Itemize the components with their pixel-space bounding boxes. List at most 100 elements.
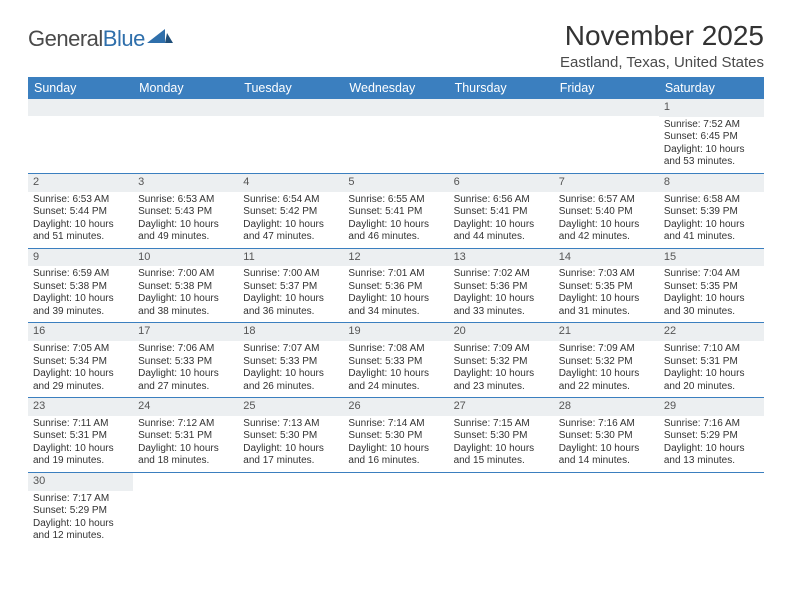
sunrise: Sunrise: 7:12 AM xyxy=(138,418,233,431)
day-cell xyxy=(238,473,343,547)
day-cell xyxy=(343,473,448,547)
day-number: 23 xyxy=(28,398,133,416)
day-cell: 11Sunrise: 7:00 AMSunset: 5:37 PMDayligh… xyxy=(238,249,343,323)
logo-text: GeneralBlue xyxy=(28,26,145,52)
daylight-line2: and 47 minutes. xyxy=(243,231,338,244)
daylight-line2: and 42 minutes. xyxy=(559,231,654,244)
page: GeneralBlue November 2025 Eastland, Texa… xyxy=(0,0,792,567)
week-row: 2Sunrise: 6:53 AMSunset: 5:44 PMDaylight… xyxy=(28,174,764,249)
sunrise: Sunrise: 7:07 AM xyxy=(243,343,338,356)
day-number: 7 xyxy=(554,174,659,192)
sunset: Sunset: 5:33 PM xyxy=(138,356,233,369)
day-cell xyxy=(28,99,133,173)
weekday-header: Saturday xyxy=(659,77,764,99)
daylight-line2: and 23 minutes. xyxy=(454,381,549,394)
day-body: Sunrise: 7:05 AMSunset: 5:34 PMDaylight:… xyxy=(28,341,133,397)
daylight-line1: Daylight: 10 hours xyxy=(664,443,759,456)
sunset: Sunset: 5:38 PM xyxy=(138,281,233,294)
day-cell: 30Sunrise: 7:17 AMSunset: 5:29 PMDayligh… xyxy=(28,473,133,547)
sunset: Sunset: 5:32 PM xyxy=(559,356,654,369)
day-number: 17 xyxy=(133,323,238,341)
sunrise: Sunrise: 7:16 AM xyxy=(559,418,654,431)
daylight-line2: and 31 minutes. xyxy=(559,306,654,319)
daylight-line2: and 41 minutes. xyxy=(664,231,759,244)
sunset: Sunset: 5:41 PM xyxy=(454,206,549,219)
day-number: 8 xyxy=(659,174,764,192)
sunrise: Sunrise: 7:16 AM xyxy=(664,418,759,431)
daylight-line2: and 19 minutes. xyxy=(33,455,128,468)
sunset: Sunset: 5:30 PM xyxy=(243,430,338,443)
sunset: Sunset: 5:30 PM xyxy=(454,430,549,443)
day-cell: 4Sunrise: 6:54 AMSunset: 5:42 PMDaylight… xyxy=(238,174,343,248)
sunrise: Sunrise: 7:06 AM xyxy=(138,343,233,356)
daylight-line1: Daylight: 10 hours xyxy=(243,443,338,456)
sunrise: Sunrise: 7:04 AM xyxy=(664,268,759,281)
daylight-line2: and 12 minutes. xyxy=(33,530,128,543)
day-cell xyxy=(659,473,764,547)
sunrise: Sunrise: 6:54 AM xyxy=(243,194,338,207)
day-body: Sunrise: 7:15 AMSunset: 5:30 PMDaylight:… xyxy=(449,416,554,472)
calendar: Sunday Monday Tuesday Wednesday Thursday… xyxy=(28,77,764,547)
weekday-header: Tuesday xyxy=(238,77,343,99)
sunrise: Sunrise: 7:05 AM xyxy=(33,343,128,356)
day-number: 15 xyxy=(659,249,764,267)
day-cell: 25Sunrise: 7:13 AMSunset: 5:30 PMDayligh… xyxy=(238,398,343,472)
day-number: 12 xyxy=(343,249,448,267)
daylight-line1: Daylight: 10 hours xyxy=(348,368,443,381)
sunrise: Sunrise: 7:03 AM xyxy=(559,268,654,281)
logo: GeneralBlue xyxy=(28,20,173,52)
day-cell: 18Sunrise: 7:07 AMSunset: 5:33 PMDayligh… xyxy=(238,323,343,397)
day-number: 22 xyxy=(659,323,764,341)
daylight-line1: Daylight: 10 hours xyxy=(33,293,128,306)
sunrise: Sunrise: 6:53 AM xyxy=(33,194,128,207)
sunrise: Sunrise: 7:00 AM xyxy=(243,268,338,281)
sunset: Sunset: 5:43 PM xyxy=(138,206,233,219)
day-number: 20 xyxy=(449,323,554,341)
day-cell xyxy=(343,99,448,173)
daylight-line1: Daylight: 10 hours xyxy=(138,293,233,306)
sunset: Sunset: 5:39 PM xyxy=(664,206,759,219)
day-number: 19 xyxy=(343,323,448,341)
day-cell: 26Sunrise: 7:14 AMSunset: 5:30 PMDayligh… xyxy=(343,398,448,472)
day-cell: 9Sunrise: 6:59 AMSunset: 5:38 PMDaylight… xyxy=(28,249,133,323)
sunset: Sunset: 5:40 PM xyxy=(559,206,654,219)
daylight-line2: and 29 minutes. xyxy=(33,381,128,394)
day-cell xyxy=(133,473,238,547)
daylight-line1: Daylight: 10 hours xyxy=(664,293,759,306)
sunset: Sunset: 5:36 PM xyxy=(348,281,443,294)
day-number xyxy=(28,99,133,116)
sunrise: Sunrise: 7:17 AM xyxy=(33,493,128,506)
day-body: Sunrise: 6:53 AMSunset: 5:43 PMDaylight:… xyxy=(133,192,238,248)
day-body: Sunrise: 6:58 AMSunset: 5:39 PMDaylight:… xyxy=(659,192,764,248)
sunset: Sunset: 5:29 PM xyxy=(664,430,759,443)
day-cell xyxy=(449,99,554,173)
location: Eastland, Texas, United States xyxy=(560,54,764,71)
day-body: Sunrise: 7:00 AMSunset: 5:38 PMDaylight:… xyxy=(133,266,238,322)
sunset: Sunset: 5:30 PM xyxy=(348,430,443,443)
day-cell: 5Sunrise: 6:55 AMSunset: 5:41 PMDaylight… xyxy=(343,174,448,248)
day-number: 16 xyxy=(28,323,133,341)
day-cell: 27Sunrise: 7:15 AMSunset: 5:30 PMDayligh… xyxy=(449,398,554,472)
day-body: Sunrise: 7:09 AMSunset: 5:32 PMDaylight:… xyxy=(449,341,554,397)
day-number: 28 xyxy=(554,398,659,416)
daylight-line1: Daylight: 10 hours xyxy=(138,443,233,456)
sunrise: Sunrise: 6:59 AM xyxy=(33,268,128,281)
day-body: Sunrise: 7:00 AMSunset: 5:37 PMDaylight:… xyxy=(238,266,343,322)
sunset: Sunset: 5:33 PM xyxy=(348,356,443,369)
sunrise: Sunrise: 6:55 AM xyxy=(348,194,443,207)
day-body: Sunrise: 7:11 AMSunset: 5:31 PMDaylight:… xyxy=(28,416,133,472)
day-number: 13 xyxy=(449,249,554,267)
day-body: Sunrise: 7:14 AMSunset: 5:30 PMDaylight:… xyxy=(343,416,448,472)
header: GeneralBlue November 2025 Eastland, Texa… xyxy=(28,20,764,71)
sunrise: Sunrise: 7:13 AM xyxy=(243,418,338,431)
daylight-line2: and 16 minutes. xyxy=(348,455,443,468)
day-body: Sunrise: 6:55 AMSunset: 5:41 PMDaylight:… xyxy=(343,192,448,248)
day-cell: 16Sunrise: 7:05 AMSunset: 5:34 PMDayligh… xyxy=(28,323,133,397)
day-body: Sunrise: 7:17 AMSunset: 5:29 PMDaylight:… xyxy=(28,491,133,547)
sunrise: Sunrise: 7:09 AM xyxy=(559,343,654,356)
day-number xyxy=(343,99,448,116)
daylight-line1: Daylight: 10 hours xyxy=(454,293,549,306)
daylight-line2: and 24 minutes. xyxy=(348,381,443,394)
day-body: Sunrise: 7:16 AMSunset: 5:29 PMDaylight:… xyxy=(659,416,764,472)
day-cell xyxy=(238,99,343,173)
